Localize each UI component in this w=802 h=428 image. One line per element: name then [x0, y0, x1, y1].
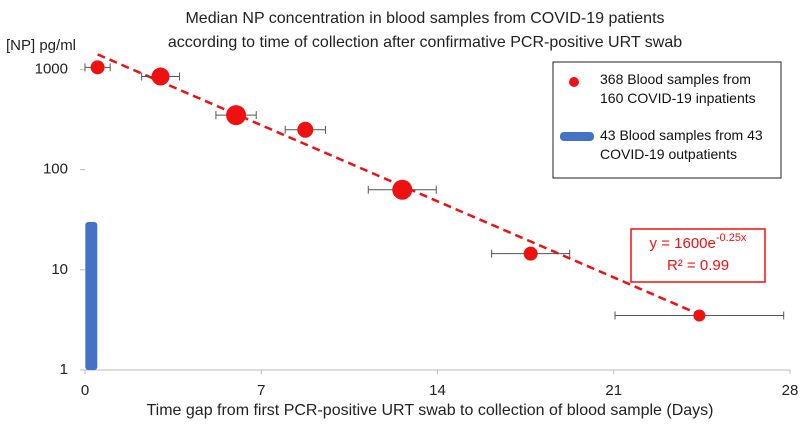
- x-tick-label: 28: [782, 382, 799, 399]
- x-tick-label: 7: [257, 382, 265, 399]
- point: [90, 60, 105, 75]
- y-tick-label: 100: [43, 161, 68, 178]
- legend-label: 368 Blood samples from 160 COVID-19 inpa…: [600, 71, 756, 106]
- legend-entry: 368 Blood samples from 160 COVID-19 inpa…: [600, 71, 756, 106]
- point: [151, 67, 170, 86]
- x-tick-label: 0: [81, 382, 89, 399]
- chart-title: Median NP concentration in blood samples…: [185, 10, 664, 27]
- point: [392, 179, 413, 200]
- annotation-r2: R² = 0.99: [667, 257, 729, 274]
- y-axis-label: [NP] pg/ml: [6, 37, 76, 54]
- point: [226, 105, 247, 126]
- legend-marker: [569, 77, 579, 87]
- annotation-equation: y = 1600e: [650, 235, 716, 252]
- annotation: y = 1600e-0.25x: [650, 232, 747, 252]
- y-tick-label: 1: [60, 361, 68, 378]
- y-tick-label: 10: [51, 261, 68, 278]
- point: [297, 121, 314, 138]
- x-tick-label: 14: [429, 382, 446, 399]
- annotation-exponent: -0.25x: [716, 232, 747, 244]
- legend-box: [552, 61, 782, 179]
- point: [693, 309, 706, 322]
- legend-label: 43 Blood samples from 43 COVID-19 outpat…: [600, 127, 763, 162]
- bar: [85, 222, 98, 370]
- annotation-box: [630, 228, 766, 283]
- chart-title: according to time of collection after co…: [168, 34, 682, 51]
- y-tick-label: 1000: [35, 60, 68, 77]
- x-axis-label: Time gap from first PCR-positive URT swa…: [146, 402, 713, 419]
- x-tick-label: 21: [605, 382, 622, 399]
- legend-marker: [560, 132, 594, 141]
- point: [523, 246, 538, 261]
- legend-entry: 43 Blood samples from 43 COVID-19 outpat…: [600, 127, 763, 162]
